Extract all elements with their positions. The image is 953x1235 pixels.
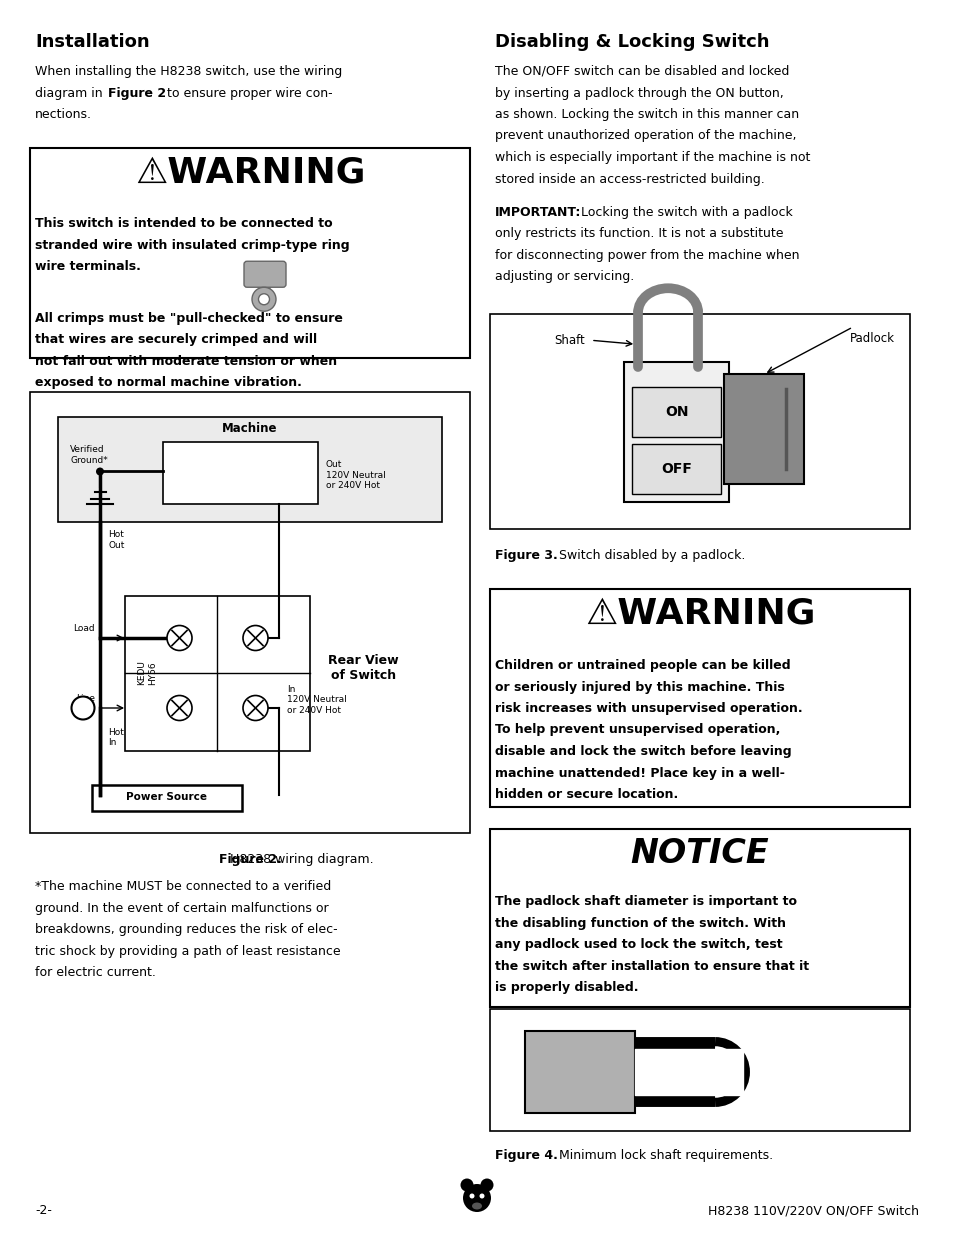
Text: Locking the switch with a padlock: Locking the switch with a padlock: [577, 206, 792, 219]
Text: which is especially important if the machine is not: which is especially important if the mac…: [495, 151, 809, 164]
Text: Figure 4.: Figure 4.: [495, 1149, 558, 1162]
Text: The padlock shaft diameter is important to: The padlock shaft diameter is important …: [495, 895, 796, 908]
Text: tric shock by providing a path of least resistance: tric shock by providing a path of least …: [35, 945, 340, 958]
Circle shape: [480, 1178, 493, 1192]
Text: that wires are securely crimped and will: that wires are securely crimped and will: [35, 333, 316, 347]
Circle shape: [469, 1193, 474, 1198]
Text: not fall out with moderate tension or when: not fall out with moderate tension or wh…: [35, 354, 336, 368]
Text: Out
120V Neutral
or 240V Hot: Out 120V Neutral or 240V Hot: [326, 461, 385, 490]
FancyBboxPatch shape: [623, 362, 728, 503]
Text: wire terminals.: wire terminals.: [35, 261, 141, 273]
Text: Line: Line: [76, 694, 95, 703]
Text: the disabling function of the switch. With: the disabling function of the switch. Wi…: [495, 916, 785, 930]
Circle shape: [479, 1193, 484, 1198]
Text: stranded wire with insulated crimp-type ring: stranded wire with insulated crimp-type …: [35, 240, 349, 252]
FancyBboxPatch shape: [490, 829, 909, 1007]
FancyBboxPatch shape: [163, 442, 317, 505]
Text: disable and lock the switch before leaving: disable and lock the switch before leavi…: [495, 745, 791, 758]
Text: for electric current.: for electric current.: [35, 967, 155, 979]
FancyBboxPatch shape: [490, 314, 909, 529]
Text: breakdowns, grounding reduces the risk of elec-: breakdowns, grounding reduces the risk o…: [35, 924, 337, 936]
Text: H8238 wiring diagram.: H8238 wiring diagram.: [226, 852, 374, 866]
Circle shape: [462, 1184, 491, 1212]
Circle shape: [167, 625, 192, 651]
FancyBboxPatch shape: [490, 1009, 909, 1131]
Text: Switch disabled by a padlock.: Switch disabled by a padlock.: [555, 550, 744, 562]
Text: IMPORTANT:: IMPORTANT:: [495, 206, 580, 219]
Text: any padlock used to lock the switch, test: any padlock used to lock the switch, tes…: [495, 939, 781, 951]
FancyBboxPatch shape: [91, 784, 242, 810]
Text: Padlock: Padlock: [849, 332, 894, 345]
Text: ON: ON: [664, 405, 687, 419]
Text: This switch is intended to be connected to: This switch is intended to be connected …: [35, 217, 333, 231]
Text: to ensure proper wire con-: to ensure proper wire con-: [163, 86, 333, 100]
Text: ⚠WARNING: ⚠WARNING: [584, 597, 814, 631]
Circle shape: [252, 288, 275, 311]
Circle shape: [460, 1178, 473, 1192]
FancyBboxPatch shape: [490, 589, 909, 806]
Text: machine unattended! Place key in a well-: machine unattended! Place key in a well-: [495, 767, 784, 779]
Text: ground. In the event of certain malfunctions or: ground. In the event of certain malfunct…: [35, 902, 328, 915]
Circle shape: [96, 468, 104, 475]
Text: Load: Load: [73, 624, 95, 634]
FancyBboxPatch shape: [244, 262, 286, 288]
Text: ⚠WARNING: ⚠WARNING: [134, 156, 365, 189]
Text: nections.: nections.: [35, 107, 91, 121]
Text: Figure 2: Figure 2: [108, 86, 166, 100]
Text: All crimps must be "pull-checked" to ensure: All crimps must be "pull-checked" to ens…: [35, 312, 342, 325]
Text: To help prevent unsupervised operation,: To help prevent unsupervised operation,: [495, 724, 780, 736]
Text: for disconnecting power from the machine when: for disconnecting power from the machine…: [495, 249, 799, 262]
Text: Installation: Installation: [35, 33, 150, 51]
Text: is properly disabled.: is properly disabled.: [495, 981, 638, 994]
Text: hidden or secure location.: hidden or secure location.: [495, 788, 678, 802]
Text: Machine: Machine: [222, 422, 277, 436]
FancyBboxPatch shape: [125, 595, 310, 751]
Text: as shown. Locking the switch in this manner can: as shown. Locking the switch in this man…: [495, 107, 799, 121]
Text: Rear View
of Switch: Rear View of Switch: [328, 655, 398, 682]
Text: *The machine MUST be connected to a verified: *The machine MUST be connected to a veri…: [35, 881, 331, 893]
Text: Shaft: Shaft: [554, 333, 584, 347]
Text: adjusting or servicing.: adjusting or servicing.: [495, 270, 634, 284]
Text: or seriously injured by this machine. This: or seriously injured by this machine. Th…: [495, 680, 784, 694]
Text: In
120V Neutral
or 240V Hot: In 120V Neutral or 240V Hot: [287, 685, 347, 715]
Circle shape: [243, 695, 268, 720]
Text: Hot
In: Hot In: [108, 727, 124, 747]
Circle shape: [243, 625, 268, 651]
Text: Disabling & Locking Switch: Disabling & Locking Switch: [495, 33, 769, 51]
Text: -2-: -2-: [35, 1204, 51, 1216]
FancyBboxPatch shape: [631, 445, 720, 494]
Text: The ON/OFF switch can be disabled and locked: The ON/OFF switch can be disabled and lo…: [495, 65, 788, 78]
FancyBboxPatch shape: [524, 1031, 635, 1113]
FancyBboxPatch shape: [631, 388, 720, 437]
Ellipse shape: [472, 1203, 481, 1209]
FancyBboxPatch shape: [30, 147, 470, 357]
Text: the switch after installation to ensure that it: the switch after installation to ensure …: [495, 960, 808, 972]
Text: only restricts its function. It is not a substitute: only restricts its function. It is not a…: [495, 227, 782, 241]
Circle shape: [167, 695, 192, 720]
Text: prevent unauthorized operation of the machine,: prevent unauthorized operation of the ma…: [495, 130, 796, 142]
Circle shape: [258, 294, 269, 305]
Text: Power Source: Power Source: [127, 793, 208, 803]
FancyBboxPatch shape: [723, 374, 803, 484]
Text: Minimum lock shaft requirements.: Minimum lock shaft requirements.: [555, 1149, 772, 1162]
FancyBboxPatch shape: [30, 393, 470, 832]
FancyBboxPatch shape: [58, 417, 441, 522]
Text: Figure 3.: Figure 3.: [495, 550, 558, 562]
Text: OFF: OFF: [660, 462, 691, 477]
Text: Hot
Out: Hot Out: [108, 531, 124, 550]
Text: When installing the H8238 switch, use the wiring: When installing the H8238 switch, use th…: [35, 65, 342, 78]
Circle shape: [71, 697, 94, 720]
Text: by inserting a padlock through the ON button,: by inserting a padlock through the ON bu…: [495, 86, 783, 100]
Text: Figure 2.: Figure 2.: [218, 852, 281, 866]
Text: diagram in: diagram in: [35, 86, 107, 100]
Text: risk increases with unsupervised operation.: risk increases with unsupervised operati…: [495, 701, 801, 715]
Text: NOTICE: NOTICE: [630, 837, 768, 869]
Text: H8238 110V/220V ON/OFF Switch: H8238 110V/220V ON/OFF Switch: [707, 1204, 918, 1216]
Text: exposed to normal machine vibration.: exposed to normal machine vibration.: [35, 377, 301, 389]
Text: stored inside an access-restricted building.: stored inside an access-restricted build…: [495, 173, 764, 185]
Text: Children or untrained people can be killed: Children or untrained people can be kill…: [495, 659, 790, 672]
Text: KEDU
HY56: KEDU HY56: [137, 661, 156, 685]
Text: Verified
Ground*: Verified Ground*: [70, 446, 108, 464]
FancyBboxPatch shape: [257, 283, 271, 299]
